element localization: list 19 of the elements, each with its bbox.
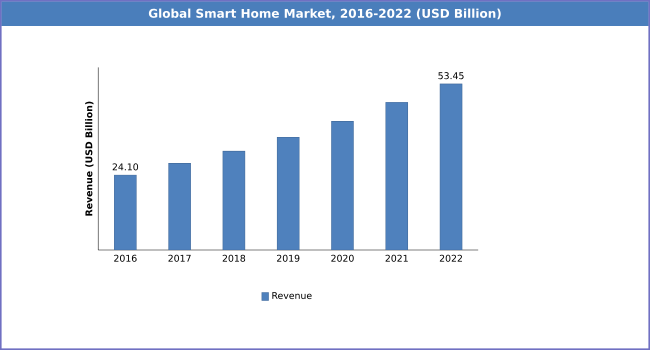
- bar: [440, 84, 462, 250]
- x-tick-label: 2018: [222, 254, 246, 262]
- x-tick-label: 2021: [386, 254, 408, 262]
- bar: [222, 150, 246, 250]
- bar: [331, 121, 354, 250]
- x-tick-label: 2019: [277, 254, 300, 262]
- bar: [168, 163, 191, 250]
- x-tick-label: 2020: [331, 254, 354, 262]
- bar: [385, 102, 408, 250]
- bar: [114, 174, 137, 250]
- text: 24.10: [112, 163, 138, 170]
- bar: [276, 136, 300, 250]
- y-axis-title: Revenue (USD Billion): [85, 102, 94, 216]
- legend-label: Revenue: [272, 292, 312, 300]
- text: 53.45: [438, 72, 464, 80]
- x-tick-label: 2017: [168, 254, 191, 262]
- x-tick-label: 2022: [440, 254, 462, 262]
- chart-title: Global Smart Home Market, 2016-2022 (USD Billion): [148, 8, 501, 20]
- x-tick-label: 2016: [114, 254, 137, 262]
